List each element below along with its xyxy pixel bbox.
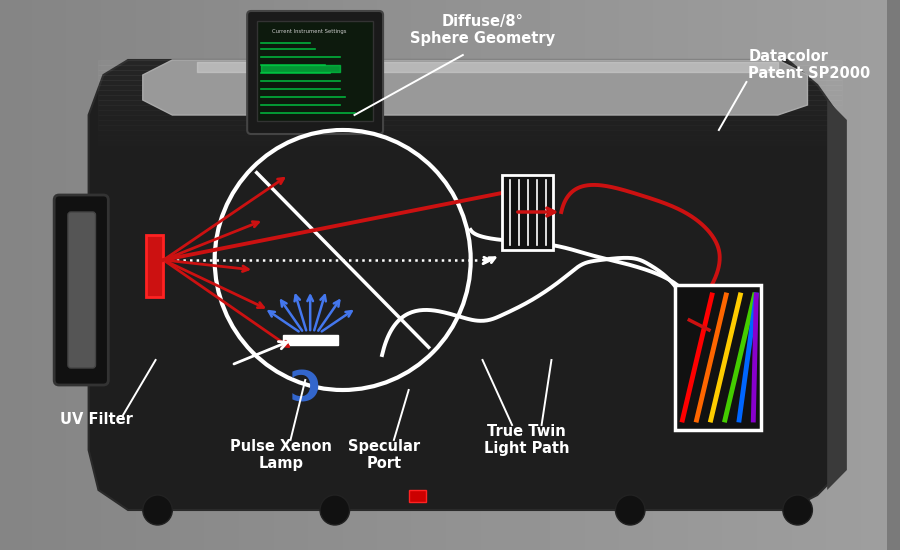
Text: True Twin
Light Path: True Twin Light Path — [484, 424, 570, 456]
Bar — [674, 285, 761, 430]
Text: Diffuse/8°
Sphere Geometry: Diffuse/8° Sphere Geometry — [410, 14, 555, 46]
Circle shape — [320, 495, 349, 525]
Bar — [409, 490, 427, 502]
Polygon shape — [143, 60, 807, 115]
Polygon shape — [827, 100, 847, 490]
Circle shape — [783, 495, 813, 525]
Bar — [283, 335, 338, 345]
FancyBboxPatch shape — [248, 11, 383, 134]
FancyBboxPatch shape — [54, 195, 108, 385]
Text: Datacolor
Patent SP2000: Datacolor Patent SP2000 — [749, 49, 870, 81]
Polygon shape — [88, 60, 842, 510]
Bar — [257, 21, 374, 121]
Bar — [502, 175, 554, 250]
Text: Specular
Port: Specular Port — [348, 439, 420, 471]
FancyBboxPatch shape — [68, 212, 95, 368]
Bar — [146, 235, 164, 297]
Circle shape — [143, 495, 172, 525]
Text: UV Filter: UV Filter — [60, 412, 133, 427]
Text: Ͻ: Ͻ — [291, 369, 319, 411]
Text: Current Instrument Settings: Current Instrument Settings — [272, 29, 346, 34]
Text: Pulse Xenon
Lamp: Pulse Xenon Lamp — [230, 439, 331, 471]
Circle shape — [616, 495, 645, 525]
